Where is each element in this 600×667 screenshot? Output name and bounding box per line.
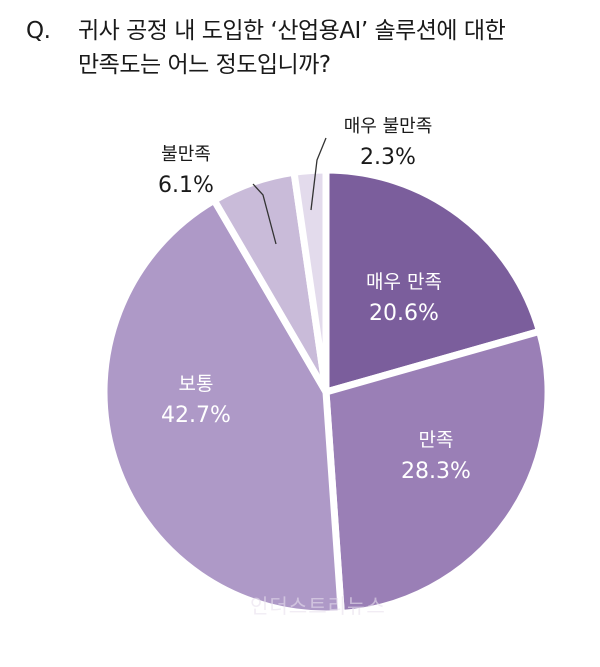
slice-label-4: 매우 불만족 xyxy=(344,116,433,137)
slice-label-3: 불만족 xyxy=(161,144,211,165)
question-prefix: Q. xyxy=(26,18,51,44)
chart-title: Q. 귀사 공정 내 도입한 ‘산업용AI’ 솔루션에 대한 만족도는 어느 정도… xyxy=(26,14,586,82)
leader-line-4 xyxy=(310,137,327,211)
pie-slice-0 xyxy=(322,166,544,396)
title-line-2: 만족도는 어느 정도입니까? xyxy=(78,52,331,78)
slice-value-1: 28.3% xyxy=(401,459,471,484)
title-line-1: 귀사 공정 내 도입한 ‘산업용AI’ 솔루션에 대한 xyxy=(78,18,506,44)
slice-value-0: 20.6% xyxy=(369,301,439,326)
pie-slice-2 xyxy=(100,196,345,618)
slice-label-0: 매우 만족 xyxy=(366,271,442,293)
pie-slice-1 xyxy=(322,327,552,617)
leader-line-3 xyxy=(252,183,277,245)
slice-label-1: 만족 xyxy=(419,429,454,451)
slice-label-2: 보통 xyxy=(179,373,214,395)
slice-value-4: 2.3% xyxy=(360,145,416,170)
pie-slice-4 xyxy=(290,166,330,396)
slice-value-2: 42.7% xyxy=(161,403,231,428)
watermark: 인더스트리뉴스 xyxy=(250,594,386,618)
slice-value-3: 6.1% xyxy=(158,173,214,198)
